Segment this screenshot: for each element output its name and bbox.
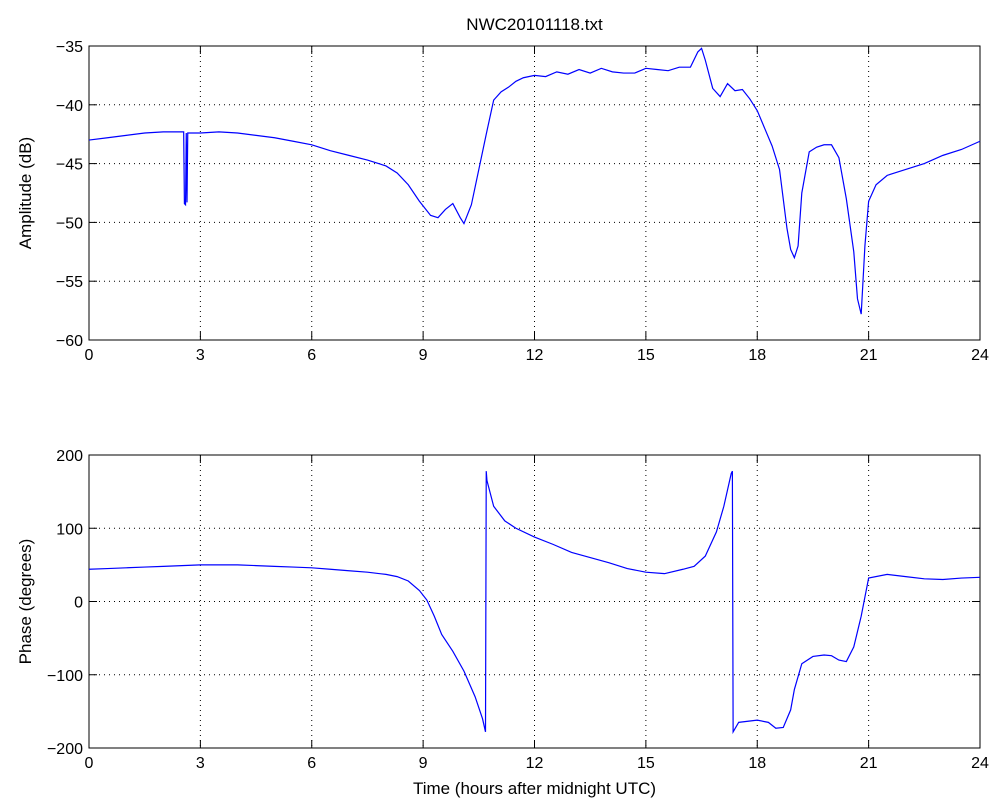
phase-x-tick-label: 12 — [526, 755, 544, 772]
amplitude-x-tick-label: 0 — [85, 347, 94, 364]
phase-ticks: 0 3 6 9 12 15 18 21 24 −200 −100 0 100 200 — [47, 448, 989, 772]
amplitude-y-tick-label: −60 — [56, 333, 83, 350]
amplitude-y-tick-label: −45 — [56, 157, 83, 174]
phase-grid — [89, 455, 980, 748]
chart-title: NWC20101118.txt — [466, 15, 603, 34]
phase-panel: 0 3 6 9 12 15 18 21 24 −200 −100 0 100 200 Phase (deg… — [16, 448, 989, 798]
phase-y-tick-label: 0 — [74, 595, 83, 612]
phase-x-tick-label: 15 — [637, 755, 655, 772]
amplitude-x-tick-label: 15 — [637, 347, 655, 364]
phase-x-tick-label: 21 — [860, 755, 878, 772]
amplitude-x-tick-label: 3 — [196, 347, 205, 364]
phase-y-tick-label: −200 — [47, 741, 83, 758]
amplitude-x-tick-label: 9 — [419, 347, 428, 364]
amplitude-y-axis-label: Amplitude (dB) — [16, 137, 35, 249]
amplitude-x-tick-label: 12 — [526, 347, 544, 364]
phase-y-tick-label: 100 — [56, 521, 83, 538]
amplitude-y-tick-label: −35 — [56, 39, 83, 56]
amplitude-y-tick-label: −50 — [56, 215, 83, 232]
phase-series-line — [88, 470, 981, 735]
amplitude-panel: NWC20101118.txt 0 3 6 9 12 15 18 21 24 −60 −55 −50 −… — [16, 15, 989, 364]
amplitude-ticks: 0 3 6 9 12 15 18 21 24 −60 −55 −50 −45 −40 −35 — [56, 39, 989, 364]
phase-x-tick-label: 18 — [748, 755, 766, 772]
phase-x-tick-label: 9 — [419, 755, 428, 772]
time-x-axis-label: Time (hours after midnight UTC) — [413, 779, 656, 798]
phase-x-tick-label: 6 — [307, 755, 316, 772]
phase-y-tick-label: 200 — [56, 448, 83, 465]
phase-x-tick-label: 3 — [196, 755, 205, 772]
phase-x-tick-label: 24 — [971, 755, 989, 772]
phase-x-tick-label: 0 — [85, 755, 94, 772]
amplitude-x-tick-label: 18 — [748, 347, 766, 364]
amplitude-axes-frame — [88, 45, 981, 341]
amplitude-y-tick-label: −40 — [56, 98, 83, 115]
amplitude-x-tick-label: 24 — [971, 347, 989, 364]
amplitude-x-tick-label: 6 — [307, 347, 316, 364]
amplitude-y-tick-label: −55 — [56, 274, 83, 291]
amplitude-x-tick-label: 21 — [860, 347, 878, 364]
phase-y-tick-label: −100 — [47, 668, 83, 685]
phase-y-axis-label: Phase (degrees) — [16, 539, 35, 665]
amplitude-grid — [89, 46, 980, 340]
amplitude-series-line — [88, 47, 981, 315]
